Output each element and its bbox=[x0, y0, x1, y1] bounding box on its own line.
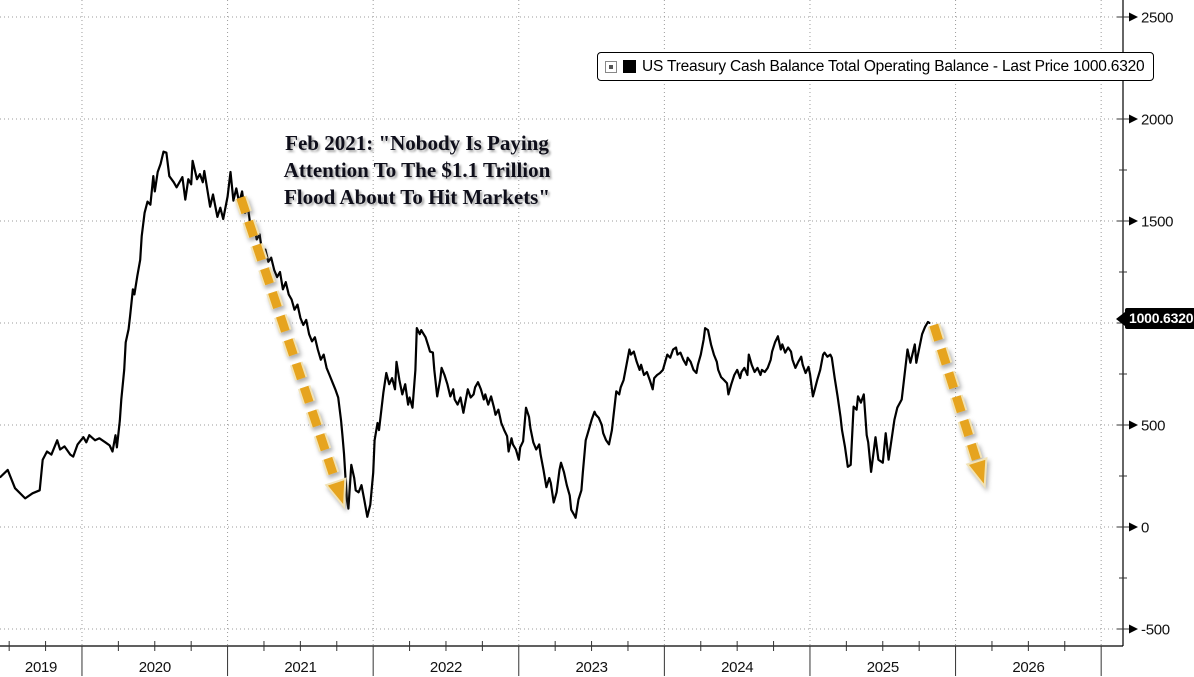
series-label: US Treasury Cash Balance Total Operating… bbox=[642, 57, 1145, 75]
y-axis-tick-label: -500 bbox=[1141, 622, 1170, 639]
price-series-line bbox=[0, 150, 931, 519]
x-axis-year-label: 2026 bbox=[1012, 659, 1044, 676]
price-tag-pointer-icon bbox=[1116, 311, 1125, 326]
x-axis-year-label: 2019 bbox=[25, 659, 57, 676]
chart-legend: US Treasury Cash Balance Total Operating… bbox=[597, 52, 1155, 81]
legend-expand-toggle-icon[interactable] bbox=[605, 60, 617, 73]
y-axis-tick-label: 0 bbox=[1141, 520, 1149, 537]
y-tick-arrow-icon bbox=[1129, 12, 1138, 22]
series-color-swatch-icon bbox=[623, 60, 636, 73]
trend-arrow-dashes bbox=[929, 323, 985, 474]
x-axis-year-label: 2024 bbox=[721, 659, 753, 676]
y-tick-arrow-icon bbox=[1129, 624, 1138, 634]
legend-toggle-dot-icon bbox=[609, 64, 613, 69]
x-axis-year-label: 2021 bbox=[284, 659, 316, 676]
y-axis-tick-label: 1500 bbox=[1141, 214, 1173, 231]
y-tick-arrow-icon bbox=[1129, 420, 1138, 430]
y-tick-arrow-icon bbox=[1129, 216, 1138, 226]
trend-arrow bbox=[927, 323, 988, 489]
x-axis-year-label: 2025 bbox=[867, 659, 899, 676]
y-tick-arrow-icon bbox=[1129, 522, 1138, 532]
trend-arrow bbox=[234, 195, 347, 510]
x-axis-year-label: 2022 bbox=[430, 659, 462, 676]
y-tick-arrow-icon bbox=[1129, 114, 1138, 124]
y-axis-tick-label: 2000 bbox=[1141, 112, 1173, 129]
annotation-quote: Feb 2021: "Nobody Is Paying Attention To… bbox=[283, 131, 551, 209]
x-axis-year-label: 2020 bbox=[139, 659, 171, 676]
y-axis-tick-label: 2500 bbox=[1141, 10, 1173, 27]
trend-arrowhead-icon bbox=[324, 477, 347, 510]
trend-arrowhead-icon bbox=[965, 457, 988, 489]
last-price-value: 1000.6320 bbox=[1125, 308, 1194, 329]
trend-arrow-dashes bbox=[236, 196, 344, 495]
x-axis-year-label: 2023 bbox=[576, 659, 608, 676]
last-price-tag: 1000.6320 bbox=[1116, 308, 1194, 329]
y-axis-tick-label: 500 bbox=[1141, 418, 1165, 435]
